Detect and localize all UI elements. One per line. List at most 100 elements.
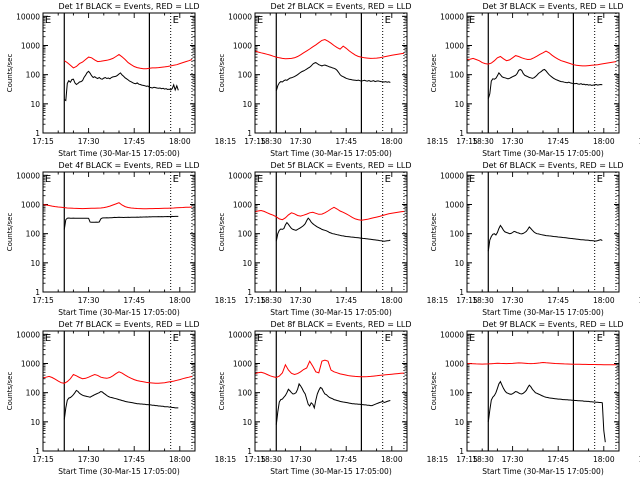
y-tick-label: 1000 (21, 200, 40, 209)
y-tick-label: 1000 (21, 359, 40, 368)
y-tick-label: 1000 (233, 359, 252, 368)
x-tick-label: 17:30 (502, 137, 524, 146)
plot-frame (254, 171, 408, 293)
interval-label: E (173, 174, 179, 185)
x-tick-label: 18:00 (593, 455, 615, 464)
x-axis-label: Start Time (30-Mar-15 17:05:00) (482, 467, 604, 476)
x-tick-label: 17:15 (32, 455, 54, 464)
y-axis-label: Counts/sec (6, 54, 14, 93)
y-tick-label: 100 (238, 230, 253, 239)
y-tick-label: 1 (247, 288, 252, 297)
plot-frame (42, 12, 196, 134)
y-tick-label: 10000 (16, 330, 40, 339)
x-tick-label: 18:15 (639, 455, 640, 464)
y-tick-label: 10000 (440, 330, 464, 339)
x-tick-label: 17:15 (32, 137, 54, 146)
y-tick-label: 1000 (21, 41, 40, 50)
interval-label: E (257, 333, 263, 344)
panel-det-3: Det 3f BLACK = Events, RED = LLD Counts/s… (430, 2, 640, 158)
y-tick-label: 100 (450, 71, 465, 80)
y-tick-label: 10000 (16, 171, 40, 180)
y-tick-label: 1 (247, 129, 252, 138)
x-tick-label: 18:00 (169, 137, 191, 146)
y-tick-label: 10000 (440, 171, 464, 180)
x-axis-label: Start Time (30-Mar-15 17:05:00) (58, 149, 180, 158)
x-tick-label: 18:00 (593, 137, 615, 146)
x-tick-label: 17:30 (290, 455, 312, 464)
interval-label: E (385, 15, 391, 26)
panel-title: Det 1f BLACK = Events, RED = LLD (58, 2, 199, 11)
x-axis-label: Start Time (30-Mar-15 17:05:00) (270, 467, 392, 476)
x-tick-label: 18:15 (427, 455, 449, 464)
panel-title: Det 5f BLACK = Events, RED = LLD (270, 161, 411, 170)
interval-label: E (469, 174, 475, 185)
x-tick-label: 17:30 (78, 137, 100, 146)
events-series-line (275, 217, 391, 242)
x-tick-label: 17:45 (335, 137, 357, 146)
x-tick-label: 18:30 (472, 296, 494, 305)
interval-label: E (597, 15, 603, 26)
x-tick-label: 17:30 (290, 137, 312, 146)
y-axis-label: Counts/sec (218, 372, 226, 411)
x-tick-label: 18:00 (381, 455, 403, 464)
x-tick-label: 18:15 (215, 296, 237, 305)
events-series-line (487, 380, 606, 443)
x-tick-label: 17:15 (244, 455, 266, 464)
x-tick-label: 17:15 (456, 137, 478, 146)
interval-label: E (257, 174, 263, 185)
lld-series-line (254, 359, 405, 379)
x-tick-label: 17:15 (456, 296, 478, 305)
plot-frame (466, 12, 620, 134)
y-tick-label: 100 (238, 389, 253, 398)
x-tick-label: 18:15 (427, 137, 449, 146)
y-tick-label: 1 (459, 129, 464, 138)
panel-det-1: Det 1f BLACK = Events, RED = LLD Counts/s… (6, 2, 282, 158)
x-tick-label: 18:15 (427, 296, 449, 305)
x-tick-label: 17:45 (123, 455, 145, 464)
y-tick-label: 10 (30, 418, 40, 427)
lld-series-line (254, 206, 405, 221)
y-tick-label: 1 (35, 447, 40, 456)
panel-title: Det 3f BLACK = Events, RED = LLD (482, 2, 623, 11)
panel-det-5: Det 5f BLACK = Events, RED = LLD Counts/s… (218, 161, 494, 317)
panel-title: Det 9f BLACK = Events, RED = LLD (482, 320, 623, 329)
x-tick-label: 17:15 (456, 455, 478, 464)
y-axis-label: Counts/sec (6, 213, 14, 252)
panel-det-9: Det 9f BLACK = Events, RED = LLD Counts/s… (430, 320, 640, 476)
lld-series-line (466, 361, 616, 366)
x-tick-label: 18:15 (639, 137, 640, 146)
x-tick-label: 18:00 (381, 296, 403, 305)
panel-title: Det 6f BLACK = Events, RED = LLD (482, 161, 623, 170)
interval-label: E (45, 174, 51, 185)
x-axis-label: Start Time (30-Mar-15 17:05:00) (482, 149, 604, 158)
x-tick-label: 17:45 (123, 137, 145, 146)
y-tick-label: 10000 (228, 171, 252, 180)
interval-label: E (597, 174, 603, 185)
interval-label: E (469, 333, 475, 344)
y-tick-label: 1 (459, 288, 464, 297)
interval-label: E (469, 15, 475, 26)
panel-det-6: Det 6f BLACK = Events, RED = LLD Counts/s… (430, 161, 640, 317)
x-tick-label: 17:45 (547, 455, 569, 464)
x-tick-label: 18:15 (215, 137, 237, 146)
y-axis-label: Counts/sec (430, 213, 438, 252)
panel-det-4: Det 4f BLACK = Events, RED = LLD Counts/s… (6, 161, 282, 317)
y-tick-label: 10 (242, 259, 252, 268)
x-axis-label: Start Time (30-Mar-15 17:05:00) (58, 308, 180, 317)
interval-label: E (385, 333, 391, 344)
y-tick-label: 1000 (233, 200, 252, 209)
interval-label: E (45, 15, 51, 26)
y-tick-label: 100 (26, 389, 41, 398)
x-tick-label: 18:00 (169, 296, 191, 305)
y-tick-label: 100 (450, 389, 465, 398)
x-axis-label: Start Time (30-Mar-15 17:05:00) (270, 308, 392, 317)
y-tick-label: 1 (35, 288, 40, 297)
y-axis-label: Counts/sec (218, 54, 226, 93)
y-tick-label: 100 (26, 71, 41, 80)
x-tick-label: 17:30 (78, 296, 100, 305)
y-tick-label: 1000 (445, 200, 464, 209)
y-tick-label: 10 (454, 100, 464, 109)
lld-series-line (42, 371, 193, 384)
x-tick-label: 18:30 (472, 455, 494, 464)
